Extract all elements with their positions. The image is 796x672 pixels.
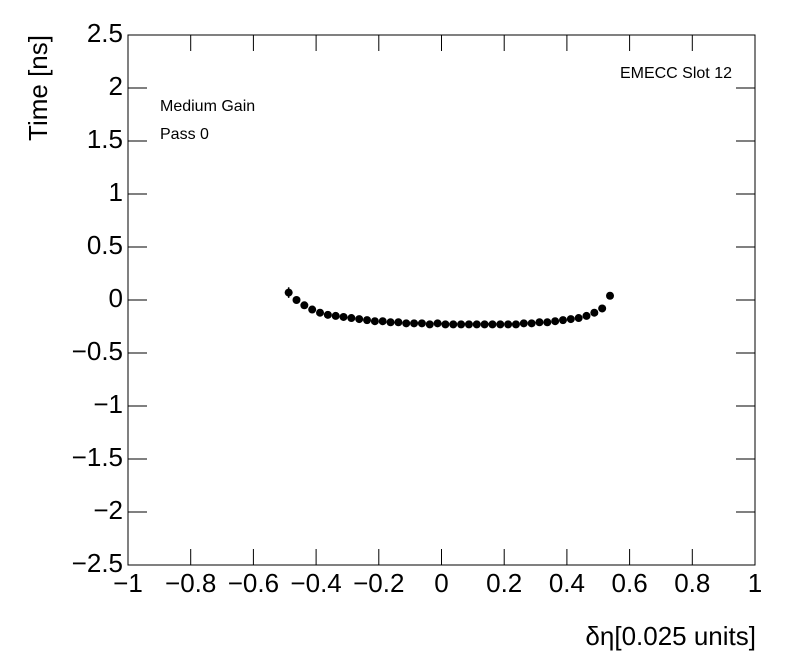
data-point xyxy=(598,304,607,313)
data-point xyxy=(457,320,466,329)
x-tick-label: 0 xyxy=(434,568,448,598)
y-tick-label: −0.5 xyxy=(72,336,123,366)
data-point xyxy=(363,316,372,325)
data-point xyxy=(543,318,552,327)
data-point xyxy=(347,314,356,323)
y-tick-label: 1 xyxy=(109,177,123,207)
x-tick-label: 0.4 xyxy=(549,568,585,598)
data-point xyxy=(449,320,458,329)
data-point xyxy=(480,320,489,329)
x-tick-label: −0.2 xyxy=(353,568,404,598)
y-tick-label: 0 xyxy=(109,283,123,313)
y-tick-label: 0.5 xyxy=(87,230,123,260)
data-point xyxy=(284,288,293,297)
data-point xyxy=(504,320,513,329)
data-point xyxy=(590,308,599,317)
data-point xyxy=(394,318,403,327)
x-tick-label: 1 xyxy=(748,568,762,598)
x-tick-label: −0.4 xyxy=(290,568,341,598)
data-point xyxy=(535,318,544,327)
y-tick-label: 2 xyxy=(109,71,123,101)
x-tick-label: 0.2 xyxy=(486,568,522,598)
data-point xyxy=(300,301,309,310)
data-point xyxy=(378,317,387,326)
x-tick-label: −0.8 xyxy=(165,568,216,598)
data-point xyxy=(402,319,411,328)
annotation: EMECC Slot 12 xyxy=(620,65,732,82)
data-point xyxy=(566,315,575,324)
y-tick-label: −1.5 xyxy=(72,442,123,472)
annotation: Medium Gain xyxy=(160,98,255,115)
data-point xyxy=(292,296,301,304)
data-point xyxy=(308,305,317,314)
data-point xyxy=(355,315,364,324)
data-point xyxy=(425,320,434,329)
data-point xyxy=(370,317,379,326)
data-point xyxy=(574,314,583,323)
data-point xyxy=(417,319,426,328)
data-point xyxy=(511,320,520,329)
data-point xyxy=(331,311,340,320)
y-tick-label: −2.5 xyxy=(72,548,123,578)
data-point xyxy=(496,320,505,329)
annotation: Pass 0 xyxy=(160,126,209,143)
data-point xyxy=(527,319,536,328)
data-point xyxy=(339,312,348,321)
x-tick-label: 0.8 xyxy=(674,568,710,598)
data-point xyxy=(558,316,567,325)
data-point xyxy=(441,320,450,329)
data-point xyxy=(582,311,591,320)
data-point xyxy=(472,320,481,329)
y-axis-label: Time [ns] xyxy=(23,35,53,141)
data-point xyxy=(433,319,442,328)
data-point xyxy=(551,317,560,326)
x-tick-label: −0.6 xyxy=(228,568,279,598)
data-point xyxy=(464,320,473,329)
data-point xyxy=(323,310,332,319)
data-point xyxy=(410,319,419,328)
y-tick-label: 2.5 xyxy=(87,18,123,48)
data-point xyxy=(386,318,395,327)
data-point xyxy=(519,319,528,328)
x-tick-label: 0.6 xyxy=(612,568,648,598)
data-point xyxy=(606,291,615,300)
data-point xyxy=(316,308,325,317)
data-point xyxy=(488,320,497,329)
y-tick-label: −1 xyxy=(93,389,123,419)
x-tick-label: −1 xyxy=(113,568,143,598)
x-axis-label: δη[0.025 units] xyxy=(585,621,756,651)
y-tick-label: 1.5 xyxy=(87,124,123,154)
y-tick-label: −2 xyxy=(93,495,123,525)
